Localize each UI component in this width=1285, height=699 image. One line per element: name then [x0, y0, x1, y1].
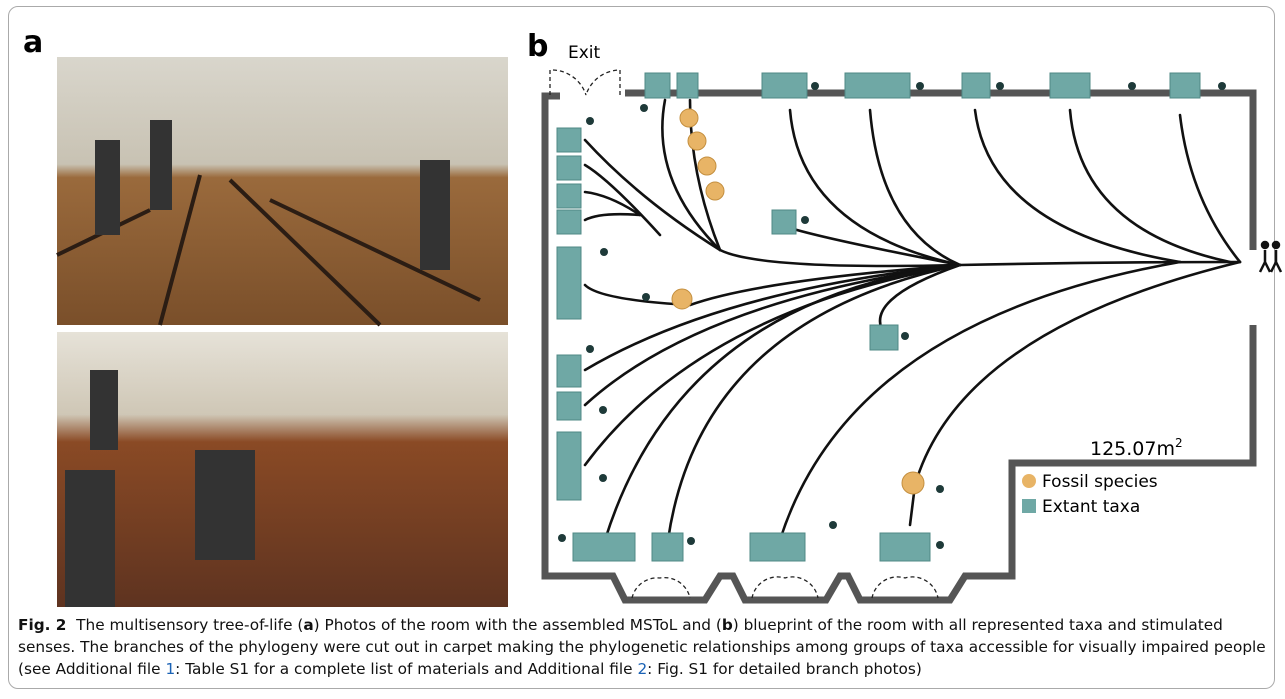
legend-label: Fossil species: [1042, 472, 1158, 492]
legend-swatch: [1022, 499, 1036, 513]
walls: [541, 89, 1257, 604]
fossils: [671, 108, 925, 495]
tree: [583, 98, 1242, 542]
caption-text: ) Photos of the room with the assembled …: [313, 616, 722, 634]
caption-text: b: [721, 616, 733, 634]
caption-text: Fig. 2: [18, 616, 67, 634]
exit-label: Exit: [568, 43, 601, 63]
caption-text: a: [303, 616, 314, 634]
legend-label: Extant taxa: [1042, 497, 1140, 517]
legend-swatch: [1022, 474, 1036, 488]
caption-text: : Fig. S1 for detailed branch photos): [647, 660, 922, 678]
caption-text[interactable]: 1: [165, 660, 176, 678]
caption-text: The multisensory tree-of-life (: [66, 616, 304, 634]
panel-label: a: [23, 25, 44, 60]
area-label: 125.07m2: [1090, 436, 1183, 460]
caption-text[interactable]: 2: [637, 660, 648, 678]
taxa-boxes: [556, 72, 1201, 562]
photo-carpet: [56, 174, 481, 327]
caption-text: ) blueprint of the room with all represe…: [18, 616, 1271, 678]
photo-people: [65, 120, 450, 607]
visitors-icon: [1258, 240, 1283, 273]
figure-art: Exit: [56, 43, 1283, 607]
doors: [549, 69, 939, 599]
caption: Fig. 2 The multisensory tree-of-life (a)…: [18, 614, 1268, 680]
panel-label: b: [527, 29, 549, 64]
photo-bottom: [57, 332, 508, 607]
sense-icons: [558, 82, 1226, 549]
legend: Fossil species Extant taxa: [1022, 472, 1158, 517]
figure: a b: [8, 6, 1275, 689]
caption-text: : Table S1 for a complete list of materi…: [175, 660, 638, 678]
